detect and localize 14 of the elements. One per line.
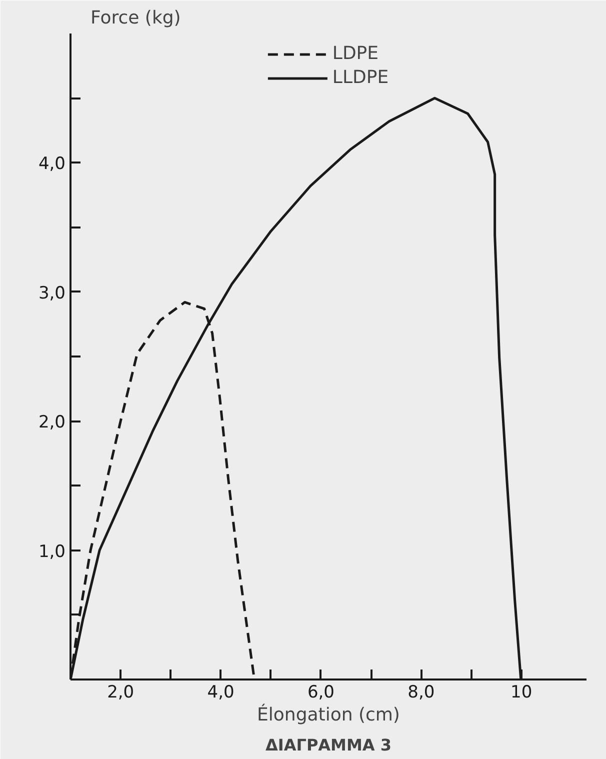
x-tick-label: 4,0 (207, 682, 234, 702)
text: ΔΙΑΓΡΑΜΜΑ 3 (266, 736, 392, 754)
y-tick-label: 1,0 (38, 542, 66, 562)
legend-label: LLDPE (332, 67, 389, 88)
y-tick-label: 2,0 (38, 412, 66, 433)
y-tick-label: 3,0 (38, 283, 66, 304)
x-tick-label: 2,0 (107, 682, 134, 702)
x-tick-label: 8,0 (408, 682, 435, 702)
x-tick-label: 10 (510, 682, 532, 702)
y-tick-label: 4,0 (38, 154, 66, 174)
legend-label: LDPE (332, 43, 379, 64)
x-tick-label: 6,0 (307, 682, 335, 702)
y-axis-title: Force (kg) (90, 8, 181, 28)
x-axis-title: Élongation (cm) (257, 704, 400, 726)
